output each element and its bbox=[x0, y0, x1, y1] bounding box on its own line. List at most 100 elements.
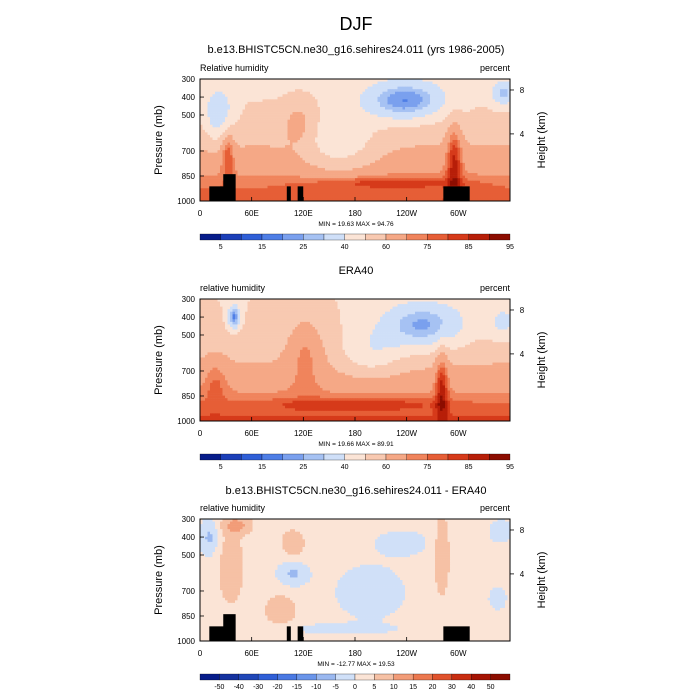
units-label: percent bbox=[480, 283, 511, 293]
min-max-stats: MIN = 19.66 MAX = 89.91 bbox=[318, 441, 394, 448]
colorbar-swatch bbox=[200, 454, 221, 460]
colorbar-label: 5 bbox=[219, 464, 223, 471]
colorbar-swatch bbox=[469, 234, 490, 240]
colorbar-swatch bbox=[386, 454, 407, 460]
colorbar-label: 15 bbox=[258, 464, 266, 471]
y-tick-label: 300 bbox=[182, 295, 196, 304]
y-tick-label: 400 bbox=[182, 313, 196, 322]
colorbar-swatch bbox=[452, 674, 471, 680]
y-tick-label-right: 8 bbox=[520, 306, 525, 315]
colorbar-swatch bbox=[489, 454, 510, 460]
colorbar-swatch bbox=[365, 454, 386, 460]
colorbar-swatch bbox=[258, 674, 277, 680]
colorbar-swatch bbox=[221, 234, 242, 240]
colorbar-label: -40 bbox=[234, 684, 244, 691]
variable-label: Relative humidity bbox=[200, 63, 269, 73]
colorbar-label: 95 bbox=[506, 244, 514, 251]
colorbar-swatch bbox=[278, 674, 297, 680]
x-tick-label: 180 bbox=[348, 429, 362, 438]
topography-mask bbox=[287, 186, 291, 201]
colorbar-swatch bbox=[262, 234, 283, 240]
y-tick-label-right: 8 bbox=[520, 86, 525, 95]
colorbar-label: 40 bbox=[341, 244, 349, 251]
variable-label: relative humidity bbox=[200, 503, 266, 513]
colorbar-label: -15 bbox=[292, 684, 302, 691]
y-tick-label: 1000 bbox=[177, 197, 195, 206]
colorbar-label: 85 bbox=[465, 464, 473, 471]
colorbar-swatch bbox=[336, 674, 355, 680]
colorbar-swatch bbox=[241, 454, 262, 460]
topography-mask bbox=[223, 174, 235, 201]
colorbar-label: -20 bbox=[272, 684, 282, 691]
colorbar-label: 95 bbox=[506, 464, 514, 471]
colorbar-label: 40 bbox=[341, 464, 349, 471]
colorbar-swatch bbox=[448, 454, 469, 460]
panel-title: ERA40 bbox=[339, 265, 374, 277]
colorbar-label: 75 bbox=[423, 244, 431, 251]
y-axis-label-right: Height (km) bbox=[536, 112, 548, 169]
colorbar-label: 15 bbox=[409, 684, 417, 691]
colorbar-swatch bbox=[355, 674, 374, 680]
y-tick-label-right: 4 bbox=[520, 130, 525, 139]
colorbar-label: 30 bbox=[448, 684, 456, 691]
colorbar-swatch bbox=[316, 674, 335, 680]
topography-mask bbox=[443, 186, 469, 201]
y-tick-label: 700 bbox=[182, 367, 196, 376]
panel-era40: ERA40 relative humidity percent Pressure… bbox=[153, 265, 548, 471]
y-tick-label: 700 bbox=[182, 587, 196, 596]
y-tick-label: 300 bbox=[182, 75, 196, 84]
x-tick-label: 0 bbox=[198, 209, 203, 218]
contour-field bbox=[200, 519, 510, 641]
x-tick-label: 60W bbox=[450, 429, 467, 438]
y-tick-label: 400 bbox=[182, 533, 196, 542]
y-tick-label: 1000 bbox=[177, 637, 195, 646]
colorbar-label: -10 bbox=[311, 684, 321, 691]
x-tick-label: 120W bbox=[396, 649, 417, 658]
colorbar-swatch bbox=[394, 674, 413, 680]
y-axis-label-right: Height (km) bbox=[536, 332, 548, 389]
colorbar-swatch bbox=[200, 234, 221, 240]
colorbar-swatch bbox=[365, 234, 386, 240]
colorbar-swatch bbox=[427, 454, 448, 460]
colorbar-swatch bbox=[303, 234, 324, 240]
colorbar-swatch bbox=[489, 234, 510, 240]
colorbar-swatch bbox=[219, 674, 238, 680]
colorbar-label: 0 bbox=[353, 684, 357, 691]
y-tick-label: 1000 bbox=[177, 417, 195, 426]
colorbar-label: -30 bbox=[253, 684, 263, 691]
min-max-stats: MIN = 19.63 MAX = 94.76 bbox=[318, 221, 394, 228]
y-tick-label: 850 bbox=[182, 172, 196, 181]
colorbar: 5 15 25 40 60 75 85 95 bbox=[200, 454, 514, 471]
units-label: percent bbox=[480, 503, 511, 513]
colorbar-swatch bbox=[386, 234, 407, 240]
y-tick-label: 500 bbox=[182, 551, 196, 560]
colorbar-swatch bbox=[345, 454, 366, 460]
colorbar-swatch bbox=[433, 674, 452, 680]
colorbar-label: 60 bbox=[382, 464, 390, 471]
colorbar-label: -5 bbox=[333, 684, 339, 691]
y-tick-label: 300 bbox=[182, 515, 196, 524]
colorbar-swatch bbox=[413, 674, 432, 680]
colorbar-label: 10 bbox=[390, 684, 398, 691]
colorbar-swatch bbox=[324, 454, 345, 460]
colorbar: 5 15 25 40 60 75 85 95 bbox=[200, 234, 514, 251]
x-tick-label: 60E bbox=[245, 649, 259, 658]
colorbar: -50 -40 -30 -20 -15 -10 -5 0 5 10 15 20 30 40 50 bbox=[200, 674, 510, 691]
units-label: percent bbox=[480, 63, 511, 73]
y-tick-label-right: 8 bbox=[520, 526, 525, 535]
x-tick-label: 0 bbox=[198, 649, 203, 658]
colorbar-label: 20 bbox=[429, 684, 437, 691]
y-axis-label: Pressure (mb) bbox=[153, 105, 165, 175]
y-tick-label: 500 bbox=[182, 331, 196, 340]
x-tick-label: 60E bbox=[245, 209, 259, 218]
contour-field bbox=[200, 299, 510, 421]
colorbar-swatch bbox=[283, 234, 304, 240]
colorbar-swatch bbox=[345, 234, 366, 240]
colorbar-swatch bbox=[303, 454, 324, 460]
x-tick-label: 180 bbox=[348, 649, 362, 658]
x-tick-label: 60W bbox=[450, 209, 467, 218]
x-tick-label: 120E bbox=[294, 209, 313, 218]
colorbar-swatch bbox=[469, 454, 490, 460]
y-tick-label: 400 bbox=[182, 93, 196, 102]
